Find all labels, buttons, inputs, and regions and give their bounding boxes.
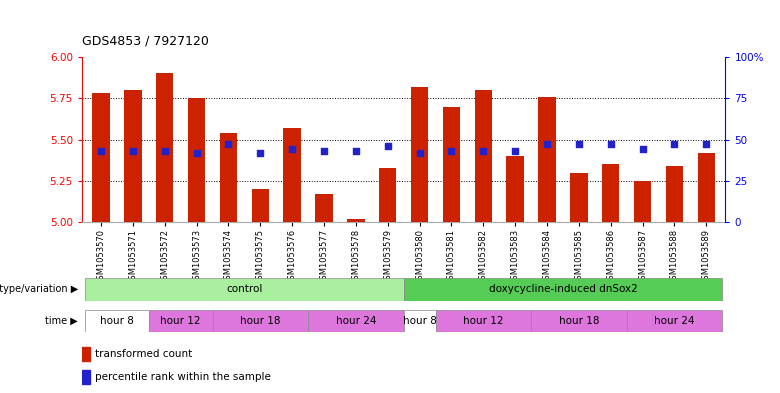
Point — [413, 150, 426, 156]
Bar — [570, 173, 587, 222]
Text: GDS4853 / 7927120: GDS4853 / 7927120 — [82, 34, 209, 47]
Point — [190, 150, 203, 156]
Bar — [443, 107, 460, 222]
Bar — [251, 189, 269, 222]
Point — [254, 150, 267, 156]
Bar — [602, 164, 619, 222]
Bar — [435, 310, 531, 332]
Bar — [92, 93, 110, 222]
Bar — [379, 167, 396, 222]
Point — [126, 148, 139, 154]
Point — [381, 143, 394, 149]
Point — [573, 141, 585, 148]
Bar — [82, 370, 90, 384]
Bar — [538, 97, 556, 222]
Point — [541, 141, 553, 148]
Text: hour 12: hour 12 — [161, 316, 201, 326]
Point — [95, 148, 108, 154]
Bar — [283, 128, 301, 222]
Text: genotype/variation ▶: genotype/variation ▶ — [0, 285, 78, 294]
Point — [604, 141, 617, 148]
Bar — [188, 98, 205, 222]
Bar — [85, 310, 149, 332]
Bar — [315, 194, 333, 222]
Text: percentile rank within the sample: percentile rank within the sample — [95, 372, 271, 382]
Text: hour 24: hour 24 — [335, 316, 376, 326]
Point — [286, 146, 299, 152]
Point — [222, 141, 235, 148]
Text: time ▶: time ▶ — [45, 316, 78, 326]
Bar — [85, 278, 403, 301]
Bar — [474, 90, 492, 222]
Bar — [506, 156, 524, 222]
Text: hour 8: hour 8 — [402, 316, 437, 326]
Bar — [665, 166, 683, 222]
Point — [158, 148, 171, 154]
Point — [349, 148, 362, 154]
Bar — [411, 87, 428, 222]
Text: doxycycline-induced dnSox2: doxycycline-induced dnSox2 — [488, 285, 637, 294]
Bar — [308, 310, 404, 332]
Bar — [220, 133, 237, 222]
Point — [477, 148, 490, 154]
Bar — [531, 310, 626, 332]
Point — [700, 141, 712, 148]
Point — [636, 146, 649, 152]
Bar — [626, 310, 722, 332]
Point — [317, 148, 330, 154]
Bar — [404, 278, 722, 301]
Bar — [82, 347, 90, 361]
Text: transformed count: transformed count — [95, 349, 192, 359]
Point — [668, 141, 681, 148]
Bar — [124, 90, 142, 222]
Text: hour 12: hour 12 — [463, 316, 504, 326]
Bar — [156, 73, 173, 222]
Point — [509, 148, 521, 154]
Bar — [212, 310, 308, 332]
Bar — [149, 310, 212, 332]
Bar — [634, 181, 651, 222]
Point — [445, 148, 458, 154]
Text: hour 8: hour 8 — [100, 316, 134, 326]
Text: control: control — [226, 285, 263, 294]
Text: hour 24: hour 24 — [654, 316, 695, 326]
Bar — [404, 310, 435, 332]
Bar — [347, 219, 364, 222]
Bar — [697, 153, 715, 222]
Text: hour 18: hour 18 — [240, 316, 281, 326]
Text: hour 18: hour 18 — [558, 316, 599, 326]
